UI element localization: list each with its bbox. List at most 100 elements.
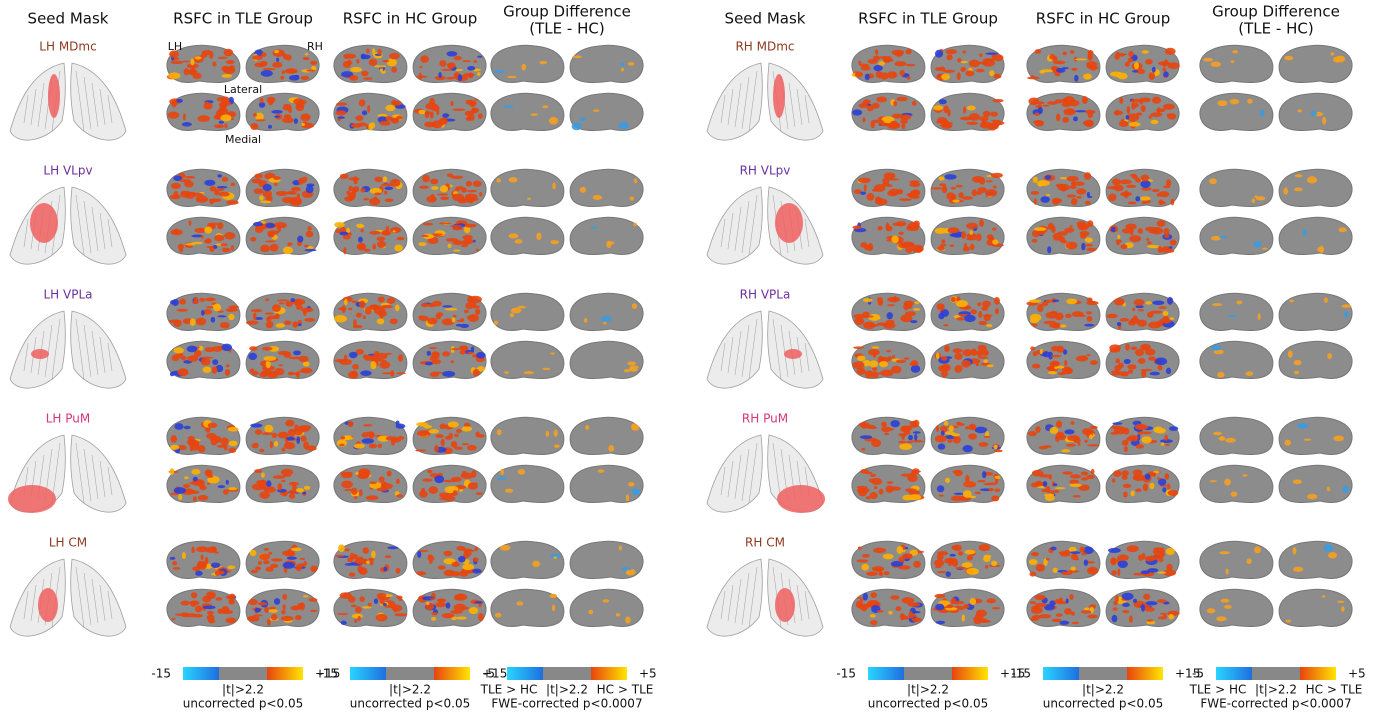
seed-mask [707, 435, 825, 513]
hemisphere [1026, 293, 1099, 330]
activation [1311, 111, 1317, 116]
activation [1057, 570, 1067, 573]
activation [1070, 551, 1080, 554]
activation [1087, 316, 1093, 322]
activation [619, 122, 629, 129]
activation [1039, 474, 1051, 477]
activation [891, 366, 902, 374]
activation [1088, 111, 1093, 118]
activation [1087, 192, 1090, 197]
activation [905, 311, 916, 316]
hemisphere [246, 417, 319, 454]
activation [1147, 312, 1154, 318]
activation [893, 101, 897, 107]
activation [1035, 603, 1047, 607]
activation [1153, 426, 1163, 433]
activation [1112, 178, 1121, 185]
activation [908, 222, 920, 229]
activation [1152, 472, 1155, 477]
activation [358, 616, 361, 621]
activation [1141, 105, 1146, 112]
activation [1155, 358, 1167, 366]
hemisphere [167, 169, 240, 206]
hemisphere [1279, 217, 1352, 254]
activation [377, 444, 382, 448]
hemisphere [1279, 341, 1352, 378]
activation [991, 120, 1000, 122]
activation [1170, 239, 1176, 245]
activation [180, 601, 190, 606]
activation [532, 561, 540, 568]
activation [1062, 52, 1067, 56]
activation [1224, 605, 1232, 609]
activation [478, 113, 483, 119]
activation [362, 547, 369, 554]
activation [183, 60, 191, 62]
activation [963, 106, 966, 114]
activation [276, 58, 279, 62]
activation [396, 478, 400, 483]
activation [1090, 66, 1096, 71]
activation [1158, 61, 1171, 65]
hemisphere [1279, 169, 1352, 206]
activation [975, 427, 987, 434]
activation [216, 110, 221, 116]
activation [187, 490, 200, 494]
activation [1117, 322, 1121, 326]
activation [1138, 358, 1146, 364]
activation [1157, 193, 1162, 197]
activation [950, 233, 962, 237]
activation [905, 547, 908, 549]
activation [478, 613, 484, 621]
activation [579, 117, 585, 121]
activation [1145, 59, 1153, 65]
activation [1142, 50, 1149, 53]
activation [493, 70, 504, 73]
activation [430, 179, 438, 185]
activation [1042, 105, 1049, 107]
activation [1284, 440, 1290, 446]
activation [1284, 56, 1293, 61]
activation [979, 618, 988, 622]
activation [509, 177, 518, 182]
activation [1297, 423, 1308, 429]
activation [440, 424, 446, 430]
activation [351, 488, 357, 495]
activation [456, 429, 462, 433]
activation [476, 434, 485, 438]
activation [385, 198, 394, 202]
activation [509, 233, 519, 238]
activation [369, 123, 374, 131]
activation [290, 298, 295, 302]
activation [459, 593, 463, 599]
activation [1045, 175, 1051, 180]
activation [215, 570, 220, 575]
activation [1053, 490, 1059, 493]
activation [1074, 558, 1079, 561]
activation [422, 175, 430, 182]
activation [955, 567, 966, 569]
activation [293, 428, 303, 436]
activation [389, 53, 400, 59]
activation [1211, 62, 1221, 67]
activation [1140, 369, 1152, 371]
activation [1162, 68, 1166, 72]
activation [473, 369, 480, 376]
activation [427, 351, 431, 356]
activation [1130, 231, 1133, 236]
activation [1159, 319, 1171, 324]
activation [951, 598, 957, 604]
activation [881, 421, 887, 427]
activation [281, 53, 286, 55]
activation [354, 496, 358, 499]
activation [254, 608, 261, 613]
activation [465, 111, 474, 117]
activation [469, 101, 475, 107]
hemisphere [491, 465, 564, 502]
activation [306, 231, 314, 238]
activation [912, 617, 922, 622]
activation [593, 109, 599, 111]
activation [1214, 350, 1224, 355]
activation [862, 554, 870, 558]
hemisphere [167, 589, 240, 626]
